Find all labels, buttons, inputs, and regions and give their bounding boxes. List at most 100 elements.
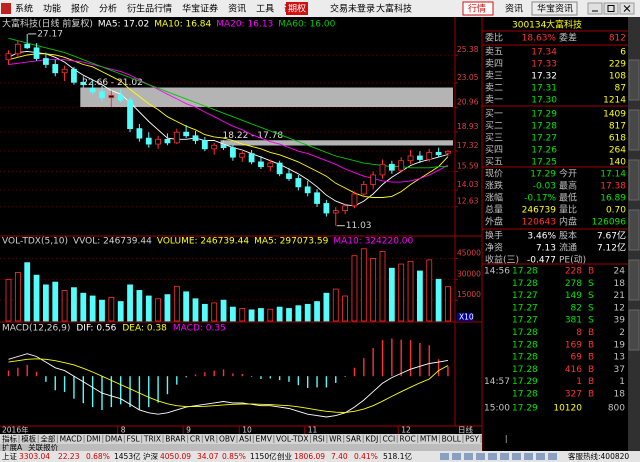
menu-item[interactable]: 报价 bbox=[71, 3, 89, 15]
indicator-tab[interactable]: OBV bbox=[219, 435, 236, 444]
side-tab[interactable] bbox=[628, 309, 640, 351]
volume-bar bbox=[201, 303, 208, 322]
tick-cell: 39 bbox=[614, 316, 626, 326]
indicator-tab[interactable]: EMV bbox=[255, 435, 272, 444]
status-icon[interactable] bbox=[536, 453, 545, 460]
quote-cell: 817 bbox=[609, 122, 626, 132]
login-status[interactable]: 交易未登录 bbox=[330, 3, 375, 15]
tick-cell: B bbox=[588, 377, 594, 387]
y-tick-label: 45000 bbox=[457, 249, 481, 258]
indicator-tab[interactable]: BOLL bbox=[442, 435, 462, 444]
right-tab[interactable]: 资讯 bbox=[505, 4, 523, 15]
indicator-tab[interactable]: PSY bbox=[465, 435, 479, 444]
status-icon[interactable] bbox=[512, 453, 521, 460]
status-item[interactable]: 上证 bbox=[2, 452, 17, 461]
indicator-tab[interactable]: 指标 bbox=[2, 434, 17, 444]
indicator-tab[interactable]: ASI bbox=[239, 435, 251, 444]
indicator-tab[interactable]: BRAR bbox=[165, 435, 185, 444]
indicator-tab[interactable]: SAR bbox=[346, 435, 361, 444]
volume-bar bbox=[71, 287, 77, 322]
volume-bar bbox=[33, 274, 40, 322]
status-item[interactable]: 客服热线:400820 bbox=[568, 451, 629, 461]
volume-bar bbox=[295, 305, 302, 322]
status-icon[interactable] bbox=[488, 453, 497, 460]
status-item[interactable]: 沪深 bbox=[143, 451, 158, 461]
indicator-tab[interactable]: RSI bbox=[313, 435, 325, 444]
quote-cell: 股本 bbox=[559, 230, 577, 242]
side-tab[interactable] bbox=[628, 259, 640, 301]
period-label[interactable]: 日线 bbox=[458, 425, 473, 435]
ma-line bbox=[8, 37, 448, 169]
indicator-tab[interactable]: WR bbox=[329, 435, 342, 444]
side-tab[interactable] bbox=[628, 159, 640, 201]
quote-cell: 17.29 bbox=[530, 170, 556, 180]
indicator-tab[interactable]: MTM bbox=[420, 435, 438, 444]
tick-cell: B bbox=[588, 340, 594, 350]
status-icon[interactable] bbox=[476, 453, 485, 460]
candle-body bbox=[80, 81, 87, 86]
bottom-tab[interactable]: 扩展A bbox=[2, 442, 23, 452]
status-icon[interactable] bbox=[464, 453, 473, 460]
status-item: 3303.04 bbox=[19, 452, 50, 461]
quote-cell: 最低 bbox=[559, 192, 577, 204]
quote-cell: 17.30 bbox=[531, 96, 557, 106]
indicator-tab[interactable]: ROC bbox=[399, 435, 415, 444]
window-maximize[interactable] bbox=[603, 2, 619, 15]
side-tab[interactable] bbox=[628, 59, 640, 101]
status-icon[interactable] bbox=[452, 453, 461, 460]
side-tab[interactable] bbox=[628, 209, 640, 251]
menu-item[interactable]: 衍生品行情 bbox=[127, 3, 172, 15]
indicator-tab[interactable]: 全部 bbox=[40, 434, 55, 444]
indicator-tab[interactable]: MACD bbox=[60, 435, 83, 444]
status-icon[interactable] bbox=[548, 453, 557, 460]
x-tick-label: 12 bbox=[401, 426, 411, 435]
tick-cell: 2 bbox=[619, 328, 625, 338]
indicator-tab[interactable]: DMI bbox=[86, 435, 100, 444]
status-item[interactable]: 创业 bbox=[277, 451, 292, 461]
menu-item[interactable]: 华宝证券 bbox=[182, 3, 218, 15]
macd-legend: DIF: 0.56 bbox=[76, 324, 116, 334]
status-icon[interactable] bbox=[524, 453, 533, 460]
option-tab[interactable]: 期权 bbox=[288, 3, 306, 15]
bottom-tab[interactable]: 关联报价 bbox=[28, 442, 58, 452]
status-icon[interactable] bbox=[440, 453, 449, 460]
menu-item[interactable]: 系统 bbox=[15, 3, 33, 15]
candle-body bbox=[342, 205, 349, 212]
candle-body bbox=[108, 94, 115, 99]
indicator-tab[interactable]: DMA bbox=[105, 435, 123, 444]
quote-cell: 7.67亿 bbox=[597, 230, 626, 242]
menu-item[interactable]: 分析 bbox=[99, 3, 117, 15]
window-minimize[interactable] bbox=[587, 2, 603, 15]
indicator-tab[interactable]: TRIX bbox=[143, 435, 161, 444]
status-item: 518.1亿 bbox=[383, 451, 412, 461]
candle-body bbox=[286, 173, 292, 179]
candle-body bbox=[211, 144, 218, 150]
side-tab[interactable] bbox=[628, 109, 640, 151]
indicator-tab[interactable]: FSL bbox=[127, 435, 141, 444]
indicator-tab[interactable]: VOL-TDX bbox=[276, 435, 308, 444]
indicator-tab[interactable]: 模板 bbox=[21, 434, 36, 444]
right-tab[interactable]: 行情 bbox=[468, 3, 486, 15]
candle-body bbox=[407, 155, 414, 162]
tick-cell: 17.28 bbox=[512, 340, 538, 350]
menu-item[interactable]: 工具 bbox=[256, 4, 274, 15]
menu-item[interactable]: 功能 bbox=[43, 3, 61, 15]
annotation-label: 11.03 bbox=[346, 221, 372, 231]
indicator-tab[interactable]: MCST bbox=[483, 435, 504, 444]
indicator-tab[interactable]: VR bbox=[204, 435, 214, 444]
indicator-tab[interactable]: CCI bbox=[382, 435, 395, 444]
candle-body bbox=[248, 153, 255, 163]
quote-cell: 委比 bbox=[485, 32, 503, 44]
status-icon[interactable] bbox=[500, 453, 509, 460]
tick-cell: 416 bbox=[565, 365, 582, 375]
y-tick-label: 14.03 bbox=[457, 180, 479, 189]
right-tab[interactable]: 华宝资讯 bbox=[537, 3, 573, 15]
indicator-tab[interactable]: KDJ bbox=[365, 435, 378, 444]
indicator-tab[interactable]: CR bbox=[190, 435, 200, 444]
menu-item[interactable]: 资讯 bbox=[228, 4, 246, 15]
quote-cell: 卖四 bbox=[485, 59, 503, 70]
close-glyph bbox=[623, 5, 631, 12]
